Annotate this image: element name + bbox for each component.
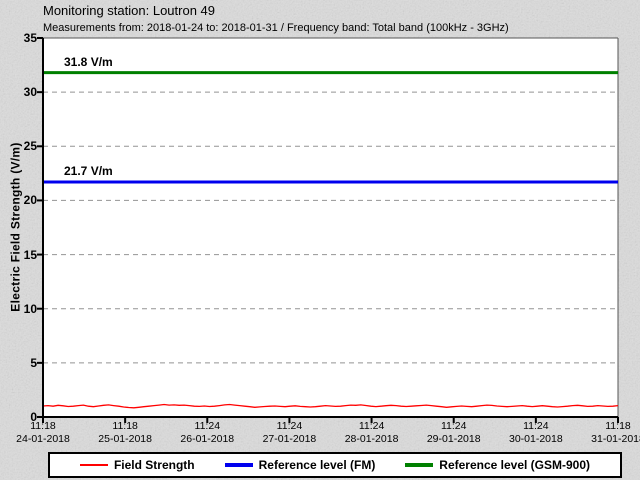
x-tick-label: 11:24 28-01-2018 <box>335 420 409 446</box>
x-tick-label: 11:18 31-01-2018 <box>581 420 640 446</box>
y-tick-label: 20 <box>23 193 37 208</box>
legend-label: Reference level (FM) <box>258 458 376 472</box>
legend-label: Field Strength <box>113 458 195 472</box>
x-tick-date: 24-01-2018 <box>16 433 70 445</box>
x-tick-time: 11:24 <box>440 420 467 432</box>
legend-item-reference-fm: Reference level (FM) <box>224 458 376 472</box>
legend-item-reference-gsm900: Reference level (GSM-900) <box>405 458 590 472</box>
x-tick-date: 25-01-2018 <box>98 433 152 445</box>
y-tick-label: 30 <box>23 85 37 100</box>
legend-box: Field Strength Reference level (FM) Refe… <box>48 452 622 478</box>
x-tick-label: 11:24 27-01-2018 <box>252 420 326 446</box>
y-tick-label: 5 <box>30 355 37 370</box>
x-tick-label: 11:18 25-01-2018 <box>88 420 162 446</box>
x-tick-time: 11:24 <box>523 420 549 432</box>
x-tick-label: 11:24 30-01-2018 <box>499 420 573 446</box>
x-tick-time: 11:24 <box>194 420 221 432</box>
x-tick-time: 11:24 <box>358 420 385 432</box>
x-tick-date: 31-01-2018 <box>591 433 640 445</box>
x-tick-time: 11:18 <box>112 420 138 432</box>
y-tick-label: 25 <box>23 139 37 154</box>
x-tick-date: 27-01-2018 <box>262 433 317 445</box>
x-tick-date: 29-01-2018 <box>426 433 481 445</box>
legend-label: Reference level (GSM-900) <box>439 458 591 472</box>
legend-item-field-strength: Field Strength <box>79 458 195 472</box>
field-strength-line-swatch <box>79 464 108 466</box>
y-tick-label: 35 <box>23 31 37 45</box>
y-tick-label: 10 <box>23 301 37 316</box>
chart-subtitle: Measurements from: 2018-01-24 to: 2018-0… <box>43 22 509 34</box>
chart-title: Monitoring station: Loutron 49 <box>43 3 215 18</box>
x-tick-label: 11:24 26-01-2018 <box>170 420 244 446</box>
x-tick-date: 30-01-2018 <box>508 433 563 445</box>
reference-fm-line-swatch <box>224 463 253 467</box>
x-tick-label: 11:24 29-01-2018 <box>417 420 491 446</box>
x-tick-date: 28-01-2018 <box>344 433 399 445</box>
x-tick-time: 11:18 <box>605 420 631 432</box>
y-tick-label: 15 <box>23 247 37 262</box>
x-tick-time: 11:24 <box>276 420 303 432</box>
reference-gsm900-line-swatch <box>405 463 434 467</box>
y-tick-label: 0 <box>30 410 37 424</box>
x-tick-time: 11:18 <box>30 420 56 432</box>
x-tick-date: 26-01-2018 <box>180 433 235 445</box>
reference-line-label-gsm900: 31.8 V/m <box>64 54 113 69</box>
x-tick-label: 11:18 24-01-2018 <box>6 420 80 446</box>
reference-line-label-fm: 21.7 V/m <box>64 164 113 179</box>
